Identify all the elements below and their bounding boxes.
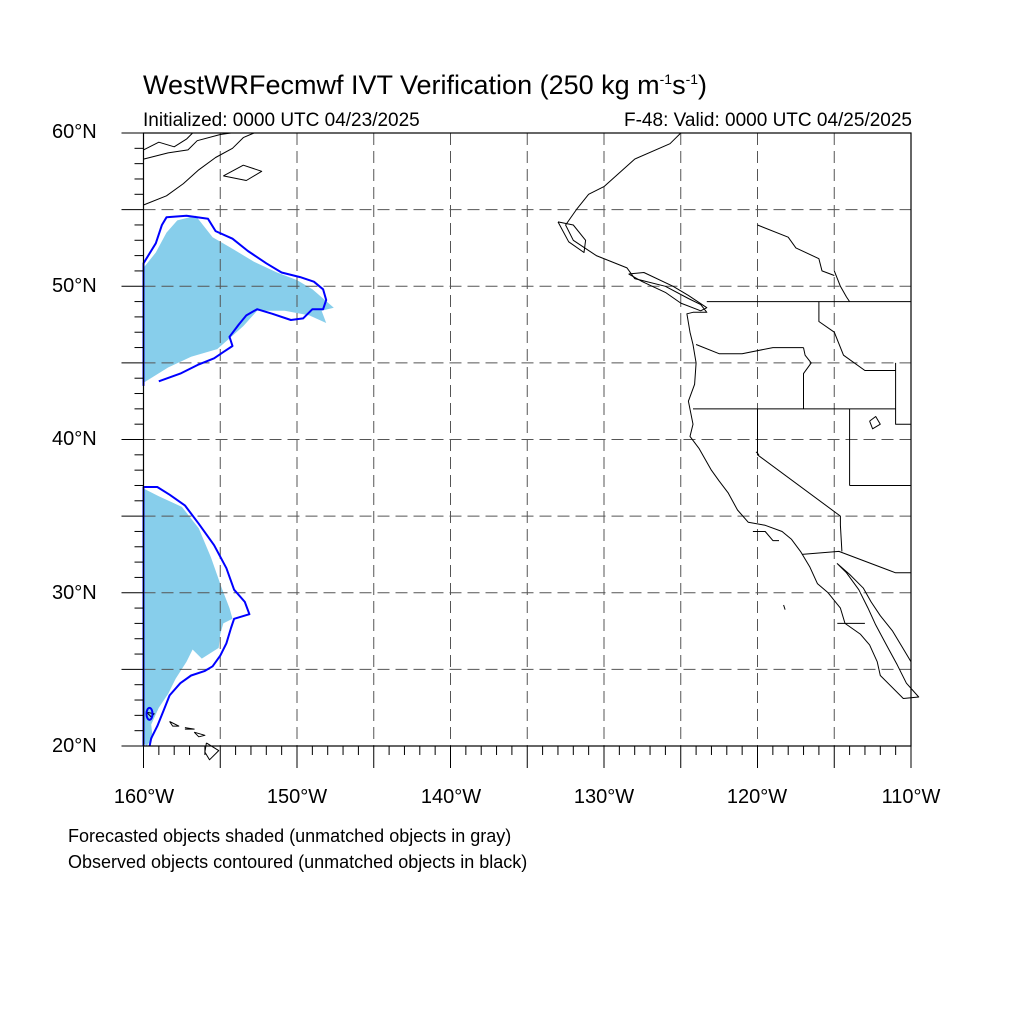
geo-vancouver-island: [628, 272, 708, 312]
geo-salt-lake: [869, 416, 881, 430]
geo-kodiak: [223, 164, 263, 181]
lat-label-20: 20°N: [52, 735, 97, 757]
geo-channel-islands: [752, 531, 779, 542]
geo-haida-gwaii: [557, 221, 587, 253]
map-frame: [142, 132, 912, 747]
forecast-object-south: [143, 488, 233, 746]
geo-ca-nv: [757, 408, 843, 552]
geo-coastline: [565, 132, 920, 699]
geo-or-id: [803, 347, 812, 409]
lat-label-30: 30°N: [52, 582, 97, 604]
lat-label-60: 60°N: [52, 121, 97, 143]
observed-contour-small: [145, 706, 154, 721]
legend-note-forecast: Forecasted objects shaded (unmatched obj…: [68, 826, 512, 846]
geo-hawaii-islands: [193, 731, 206, 738]
geography-layer: [143, 132, 920, 761]
geo-hawaii-islands: [184, 727, 195, 730]
lon-label-110w: 110°W: [881, 786, 941, 808]
observed-objects-layer: [142, 214, 328, 747]
lon-label-130w: 130°W: [573, 786, 635, 808]
lon-label-160w: 160°W: [113, 786, 175, 808]
geo-us-mexico: [801, 550, 911, 574]
geo-bering-coast: [143, 132, 232, 160]
geo-id-mt: [818, 301, 896, 371]
chart-title: WestWRFecmwf IVT Verification (250 kg m-…: [143, 70, 708, 100]
geo-wa-or: [695, 344, 804, 355]
lon-label-150w: 150°W: [266, 786, 328, 808]
lat-label-40: 40°N: [52, 428, 97, 450]
lon-label-140w: 140°W: [420, 786, 482, 808]
observed-contour-north: [142, 214, 328, 386]
geo-guadalupe: [783, 604, 786, 610]
lat-label-50: 50°N: [52, 275, 97, 297]
geo-baffin-ish-coast: [143, 132, 193, 151]
legend-note-observed: Observed objects contoured (unmatched ob…: [68, 852, 528, 872]
geo-hawaii-islands: [169, 721, 180, 727]
forecast-object-north: [143, 215, 334, 383]
valid-time-label: F-48: Valid: 0000 UTC 04/25/2025: [624, 110, 912, 131]
init-time-label: Initialized: 0000 UTC 04/23/2025: [143, 110, 420, 131]
geo-alaska-peninsula: [143, 132, 255, 206]
geo-wy-id: [895, 362, 911, 425]
geo-lake-tahoe: [755, 451, 760, 456]
observed-contour-south: [142, 486, 251, 747]
geo-bc-inland2: [833, 270, 851, 302]
lon-label-120w: 120°W: [726, 786, 788, 808]
geo-bc-inland: [757, 224, 835, 276]
axis-ticks: [121, 132, 912, 768]
lat-lon-grid: [143, 133, 911, 746]
forecast-objects-layer: [143, 215, 334, 746]
